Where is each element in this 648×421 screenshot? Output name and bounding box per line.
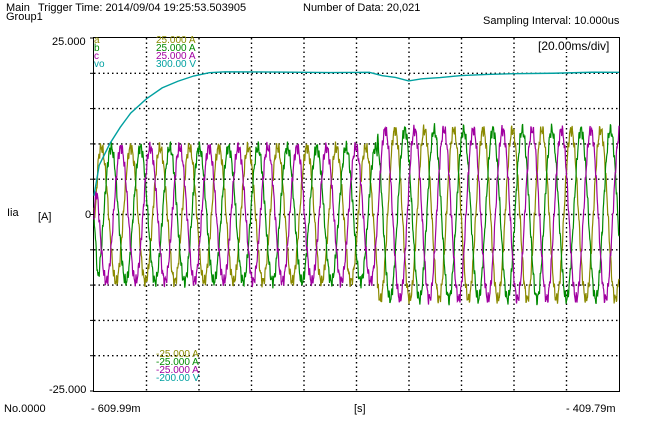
series-c-line (93, 124, 620, 305)
series-vo-line (93, 71, 620, 196)
number-of-data: Number of Data: 20,021 (303, 2, 421, 14)
legend-top-value-c: 25.000 A (156, 51, 196, 62)
channel-name: Iia (7, 207, 19, 219)
legend-top-value-vo: 300.00 V (156, 59, 197, 70)
y-bottom-label: -25.000 (49, 384, 87, 396)
legend-bottom-value-c: -25.000 A (156, 365, 199, 376)
legend-name-vo: vo (94, 59, 105, 70)
trigger-time: Trigger Time: 2014/09/04 19:25:53.503905 (38, 2, 247, 14)
sampling-interval: Sampling Interval: 10.000us (483, 15, 620, 27)
y-unit: [A] (38, 211, 52, 223)
legend-bottom-value-vo: -200.00 V (156, 373, 200, 384)
div-label: [20.00ms/div] (538, 39, 610, 53)
y-zero-label: 0 (85, 209, 92, 221)
record-number: No.0000 (4, 403, 46, 415)
main-label: Main (6, 2, 30, 14)
x-start-label: - 609.99m (91, 403, 141, 415)
legend-top-value-b: 25.000 A (156, 43, 196, 54)
y-top-label: 25.000 (52, 36, 86, 48)
x-unit: [s] (354, 403, 366, 415)
legend-name-c: c (94, 51, 99, 62)
group-label: Group1 (6, 11, 43, 23)
series-a-line (93, 124, 620, 304)
legend-bottom-value-a: -25.000 A (156, 349, 199, 360)
legend-name-b: b (94, 43, 100, 54)
series-b-line (93, 123, 620, 306)
legend-bottom-value-b: -25.000 A (156, 357, 199, 368)
legend-top-value-a: 25.000 A (156, 35, 196, 46)
legend-name-a: a (94, 35, 100, 46)
x-end-label: - 409.79m (566, 403, 616, 415)
